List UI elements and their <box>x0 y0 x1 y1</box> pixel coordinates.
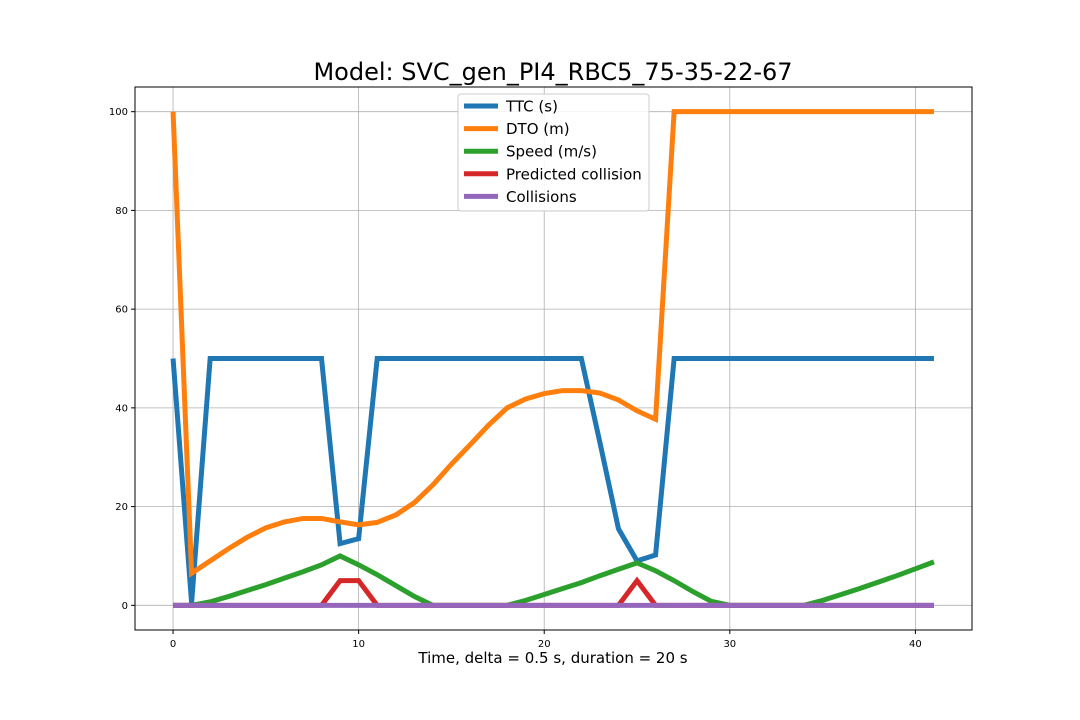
y-tick-label: 0 <box>122 601 128 612</box>
legend-label-ttc-s: TTC (s) <box>505 98 558 116</box>
y-tick-label: 20 <box>115 502 128 513</box>
y-tick-label: 60 <box>115 305 128 316</box>
y-tick-label: 40 <box>115 403 128 414</box>
x-tick-label: 30 <box>723 639 736 650</box>
x-tick-label: 40 <box>909 639 922 650</box>
y-tick-label: 80 <box>115 206 128 217</box>
legend-label-dto-m: DTO (m) <box>506 120 570 138</box>
chart-title: Model: SVC_gen_PI4_RBC5_75-35-22-67 <box>313 58 792 86</box>
x-tick-label: 10 <box>352 639 365 650</box>
plot-frame <box>134 86 973 631</box>
legend: TTC (s) DTO (m) Speed (m/s) Predicted colli… <box>457 93 650 212</box>
x-axis-label: Time, delta = 0.5 s, duration = 20 s <box>417 649 687 667</box>
y-tick-label: 100 <box>109 107 128 118</box>
legend-box <box>457 93 650 212</box>
x-tick-label: 0 <box>170 639 176 650</box>
series-layer <box>170 109 935 608</box>
legend-label-collisions: Collisions <box>506 188 577 206</box>
series-line-dto-m <box>170 109 934 578</box>
legend-label-predicted-collision: Predicted collision <box>506 165 642 183</box>
legend-label-speed-m-s: Speed (m/s) <box>506 143 597 161</box>
series-line-ttc-s <box>170 356 934 604</box>
x-tick-label: 20 <box>538 639 551 650</box>
axis-ticks: 0 10 20 30 40 0 20 40 60 80 100 <box>109 107 922 650</box>
